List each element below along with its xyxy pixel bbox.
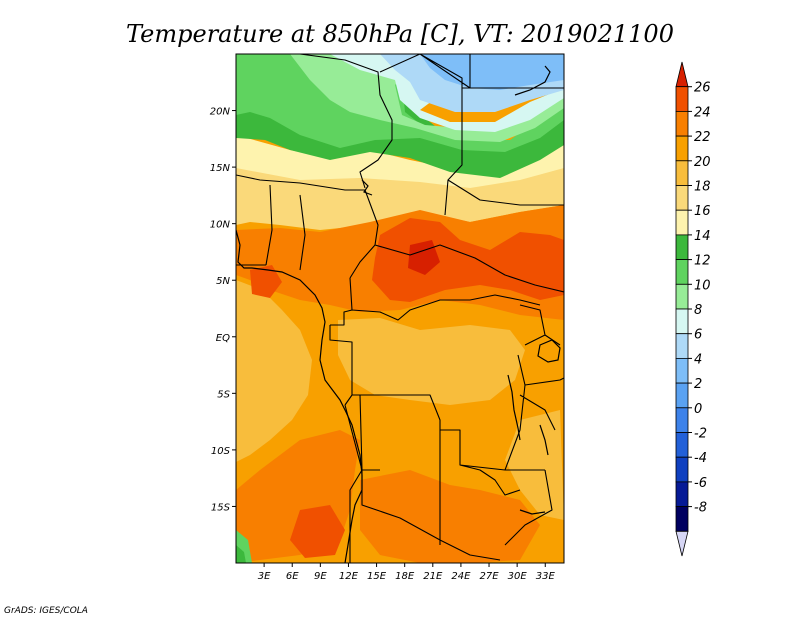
colorbar-tick-label: -2 (694, 427, 707, 442)
colorbar-swatch (675, 111, 689, 137)
colorbar-swatch (675, 61, 689, 88)
colorbar-tick-label: 26 (694, 81, 711, 96)
temperature-zone-6-8 (330, 54, 564, 132)
temperature-zone-southwest-cool-inner (236, 545, 246, 563)
colorbar-tick-label: 2 (694, 377, 702, 392)
temperature-zone-18-20-congo (338, 318, 525, 405)
x-tick-label: 27E (480, 571, 500, 582)
x-tick-label: 30E (508, 571, 528, 582)
colorbar-swatch (675, 530, 689, 557)
colorbar-swatch (675, 432, 689, 458)
colorbar-tick-label: -4 (694, 451, 707, 466)
y-axis-ticks: 20N 15N 10N 5N EQ 5S 10S 15S (210, 107, 236, 513)
x-axis-ticks: 3E 6E 9E 12E 15E 18E 21E 24E 27E 30E 33E (258, 563, 556, 582)
temperature-zone-2-4 (420, 54, 564, 90)
colorbar-swatch (675, 456, 689, 483)
grads-credit: GrADS: IGES/COLA (4, 606, 88, 616)
colorbar-swatch (675, 506, 689, 532)
colorbar-swatch (675, 308, 689, 335)
map-frame (235, 53, 565, 564)
temperature-zone-24-26-south (290, 505, 345, 558)
colorbar-swatch (675, 86, 689, 112)
y-tick-label: 5S (217, 389, 230, 400)
y-tick-label: 15S (211, 502, 231, 513)
colorbar-tick-label: 22 (694, 130, 711, 145)
colorbar-swatch (675, 160, 689, 186)
x-tick-label: 21E (423, 571, 443, 582)
temperature-zone-26-plus (408, 240, 440, 275)
colorbar-tick-label: 10 (694, 278, 711, 293)
y-tick-label: 15N (210, 163, 231, 174)
colorbar-swatch (675, 209, 689, 236)
colorbar-tick-label: 16 (694, 204, 711, 219)
y-tick-label: 10N (210, 220, 231, 231)
lake-victoria (537, 339, 561, 363)
x-tick-label: 15E (367, 571, 387, 582)
colorbar-tick-label: 18 (694, 180, 711, 195)
colorbar-tick-label: -8 (694, 501, 707, 516)
colorbar-tick-label: 4 (694, 352, 702, 367)
temperature-zone-22-24-zambia (360, 470, 540, 563)
x-tick-label: 24E (451, 571, 471, 582)
y-tick-label: 20N (210, 107, 231, 118)
figure-title: Temperature at 850hPa [C], VT: 201902110… (126, 20, 674, 48)
colorbar-tick-label: 6 (694, 328, 702, 343)
colorbar-swatch (675, 407, 689, 433)
colorbar-swatch (675, 234, 689, 260)
y-tick-label: 5N (216, 276, 230, 287)
colorbar-swatch (675, 185, 689, 211)
colorbar-tick-label: 12 (694, 254, 711, 269)
lake-chad (361, 179, 373, 196)
colorbar-swatch (675, 382, 689, 409)
lake-tanganyika (507, 374, 521, 441)
colorbar-swatch (675, 283, 689, 310)
x-tick-label: 3E (258, 571, 271, 582)
lake-malawi (539, 424, 549, 456)
colorbar-tick-label: 8 (694, 303, 702, 318)
colorbar-tick-label: 20 (694, 155, 711, 170)
temperature-zone-18-20-west (236, 280, 312, 462)
coastline-west-africa (236, 229, 363, 563)
temperature-zone-24-26-north (372, 218, 564, 302)
colorbar-tick-label: 0 (694, 402, 702, 417)
colorbar-swatch (675, 481, 689, 507)
country-borders (236, 54, 564, 563)
colorbar-swatch (675, 135, 689, 162)
x-tick-label: 9E (314, 571, 327, 582)
colorbar-tick-label: -6 (694, 476, 707, 491)
colorbar-tick-label: 24 (694, 105, 711, 120)
x-tick-label: 12E (339, 571, 359, 582)
lake-kariba (519, 509, 546, 515)
colorbar-swatch (675, 259, 689, 285)
y-tick-label: 10S (211, 446, 231, 457)
coastline-red-sea (514, 65, 551, 96)
temperature-zone-8-10 (290, 54, 564, 142)
y-tick-label: EQ (216, 333, 230, 344)
x-tick-label: 33E (536, 571, 556, 582)
colorbar-tick-label: 14 (694, 229, 711, 244)
x-tick-label: 6E (286, 571, 299, 582)
map-panel (236, 54, 564, 563)
colorbar-swatch (675, 357, 689, 384)
colorbar-swatch (675, 333, 689, 359)
temperature-zone-24-26-west (250, 265, 282, 298)
x-tick-label: 18E (395, 571, 415, 582)
